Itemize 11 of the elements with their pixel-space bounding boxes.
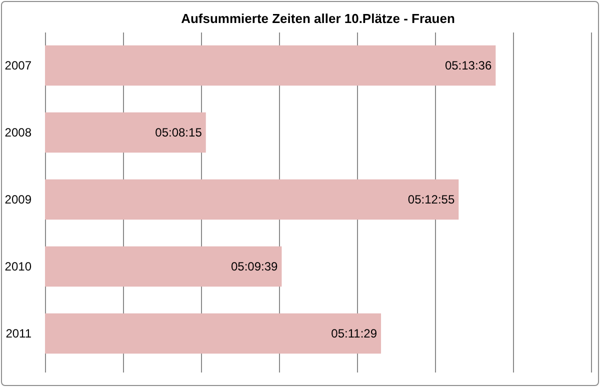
data-label: 05:11:29 xyxy=(331,326,378,340)
y-tick-label: 2008 xyxy=(4,126,32,140)
chart-title: Aufsummierte Zeiten aller 10.Plätze - Frauen xyxy=(181,11,455,26)
y-tick-label: 2010 xyxy=(4,260,32,274)
y-tick-label: 2011 xyxy=(6,326,32,340)
data-label: 05:08:15 xyxy=(155,126,202,140)
data-label: 05:09:39 xyxy=(230,260,278,274)
data-label: 05:13:36 xyxy=(444,58,492,72)
y-tick-label: 2007 xyxy=(4,58,32,72)
y-tick-label: 2009 xyxy=(4,192,32,206)
data-label: 05:12:55 xyxy=(408,192,455,206)
